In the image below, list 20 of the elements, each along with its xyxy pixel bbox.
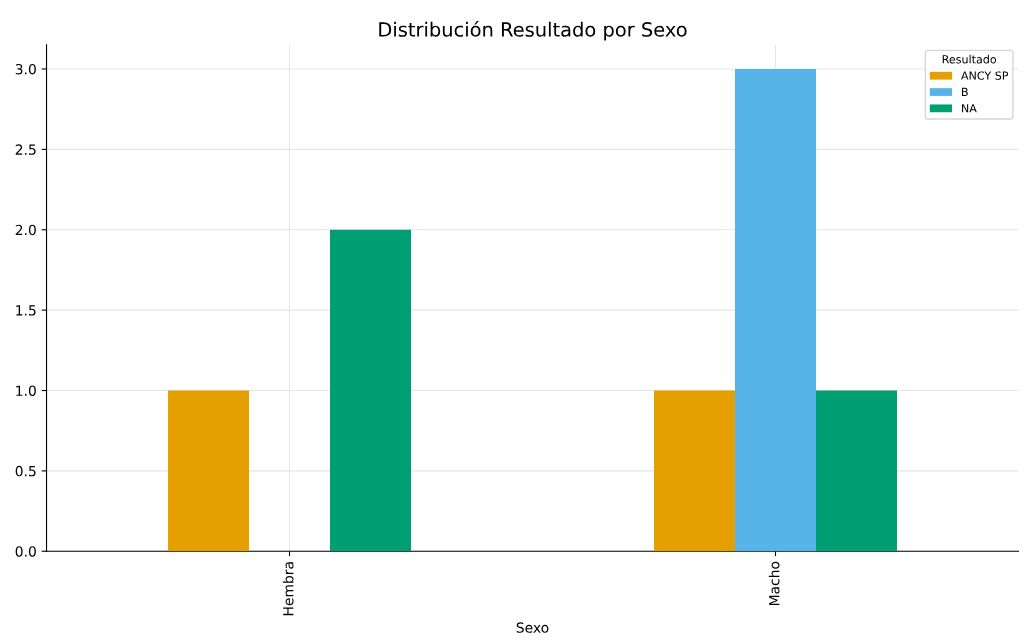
bar (654, 390, 735, 552)
bar (735, 68, 816, 552)
x-axis-title: Sexo (516, 622, 549, 633)
legend-label: NA (962, 104, 977, 113)
y-tick-label: 3.0 (15, 63, 36, 75)
chart-title: Distribución Resultado por Sexo (379, 20, 687, 41)
x-tick-label: Hembra (282, 562, 294, 616)
legend-label: ANCY SP (961, 71, 1009, 80)
x-tick-label: Macho (768, 561, 780, 606)
y-tick-label: 1.0 (16, 385, 36, 396)
bar (330, 229, 412, 552)
legend-label: B (962, 87, 968, 96)
legend-title: Resultado (942, 54, 997, 64)
bar (816, 390, 897, 552)
y-tick-label: 0.0 (15, 546, 36, 557)
y-tick-label: 0.5 (15, 465, 36, 477)
bar (168, 390, 250, 552)
y-tick-label: 2.0 (15, 224, 36, 236)
y-tick-label: 2.5 (15, 144, 36, 155)
y-tick-label: 1.5 (16, 305, 36, 316)
